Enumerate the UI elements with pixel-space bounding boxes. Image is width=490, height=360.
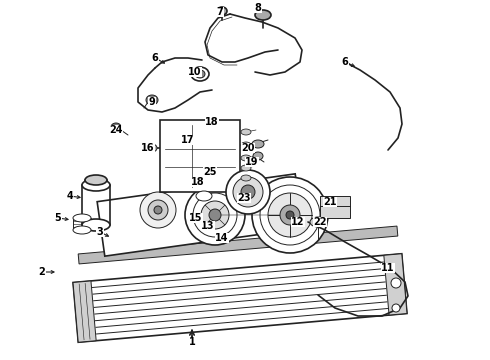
Text: 25: 25 bbox=[203, 167, 217, 177]
Ellipse shape bbox=[391, 278, 401, 288]
Text: 18: 18 bbox=[205, 117, 219, 127]
Text: 21: 21 bbox=[323, 197, 337, 207]
Text: 2: 2 bbox=[39, 267, 46, 277]
Ellipse shape bbox=[310, 217, 326, 227]
Text: 12: 12 bbox=[291, 217, 305, 227]
Ellipse shape bbox=[233, 177, 263, 207]
Ellipse shape bbox=[85, 175, 107, 185]
Ellipse shape bbox=[196, 191, 212, 201]
Text: 18: 18 bbox=[191, 177, 205, 187]
Text: 11: 11 bbox=[381, 263, 395, 273]
Text: 6: 6 bbox=[151, 53, 158, 63]
Ellipse shape bbox=[82, 179, 110, 191]
Ellipse shape bbox=[252, 177, 328, 253]
Text: 8: 8 bbox=[255, 3, 262, 13]
Text: 16: 16 bbox=[141, 143, 155, 153]
Text: 24: 24 bbox=[109, 125, 123, 135]
Text: 5: 5 bbox=[54, 213, 61, 223]
Text: 7: 7 bbox=[217, 7, 223, 17]
Ellipse shape bbox=[241, 175, 251, 181]
Ellipse shape bbox=[226, 170, 270, 214]
Ellipse shape bbox=[147, 144, 157, 152]
Ellipse shape bbox=[195, 70, 205, 78]
Bar bbox=[320, 196, 350, 218]
Ellipse shape bbox=[241, 185, 255, 199]
Ellipse shape bbox=[217, 7, 227, 15]
Text: 14: 14 bbox=[215, 233, 229, 243]
Bar bbox=[97, 174, 303, 256]
Text: 4: 4 bbox=[67, 191, 74, 201]
Text: 19: 19 bbox=[245, 157, 259, 167]
Ellipse shape bbox=[268, 193, 312, 237]
Ellipse shape bbox=[255, 10, 271, 20]
Text: 20: 20 bbox=[241, 143, 255, 153]
Ellipse shape bbox=[82, 219, 110, 231]
Ellipse shape bbox=[191, 67, 209, 81]
Bar bbox=[78, 226, 398, 264]
Ellipse shape bbox=[280, 205, 300, 225]
Ellipse shape bbox=[252, 140, 264, 148]
Ellipse shape bbox=[148, 200, 168, 220]
Bar bbox=[73, 281, 96, 342]
Ellipse shape bbox=[154, 206, 162, 214]
Ellipse shape bbox=[201, 201, 229, 229]
Text: 23: 23 bbox=[237, 193, 251, 203]
Ellipse shape bbox=[286, 211, 294, 219]
Ellipse shape bbox=[241, 165, 251, 171]
Ellipse shape bbox=[73, 226, 91, 234]
Text: 13: 13 bbox=[201, 221, 215, 231]
Ellipse shape bbox=[140, 192, 176, 228]
Ellipse shape bbox=[111, 123, 121, 131]
Ellipse shape bbox=[209, 209, 221, 221]
Text: 3: 3 bbox=[97, 227, 103, 237]
Ellipse shape bbox=[241, 129, 251, 135]
Bar bbox=[384, 254, 407, 315]
Bar bbox=[160, 120, 240, 192]
Text: 17: 17 bbox=[181, 135, 195, 145]
Text: 9: 9 bbox=[148, 97, 155, 107]
Text: 10: 10 bbox=[188, 67, 202, 77]
Text: 6: 6 bbox=[342, 57, 348, 67]
Bar bbox=[73, 254, 407, 342]
Ellipse shape bbox=[241, 142, 251, 148]
Ellipse shape bbox=[73, 214, 91, 222]
Ellipse shape bbox=[392, 304, 400, 312]
Ellipse shape bbox=[146, 95, 158, 105]
Ellipse shape bbox=[253, 152, 263, 160]
Ellipse shape bbox=[241, 155, 251, 161]
Ellipse shape bbox=[185, 185, 245, 245]
Text: 22: 22 bbox=[313, 217, 327, 227]
Text: 15: 15 bbox=[189, 213, 203, 223]
Text: 1: 1 bbox=[189, 337, 196, 347]
